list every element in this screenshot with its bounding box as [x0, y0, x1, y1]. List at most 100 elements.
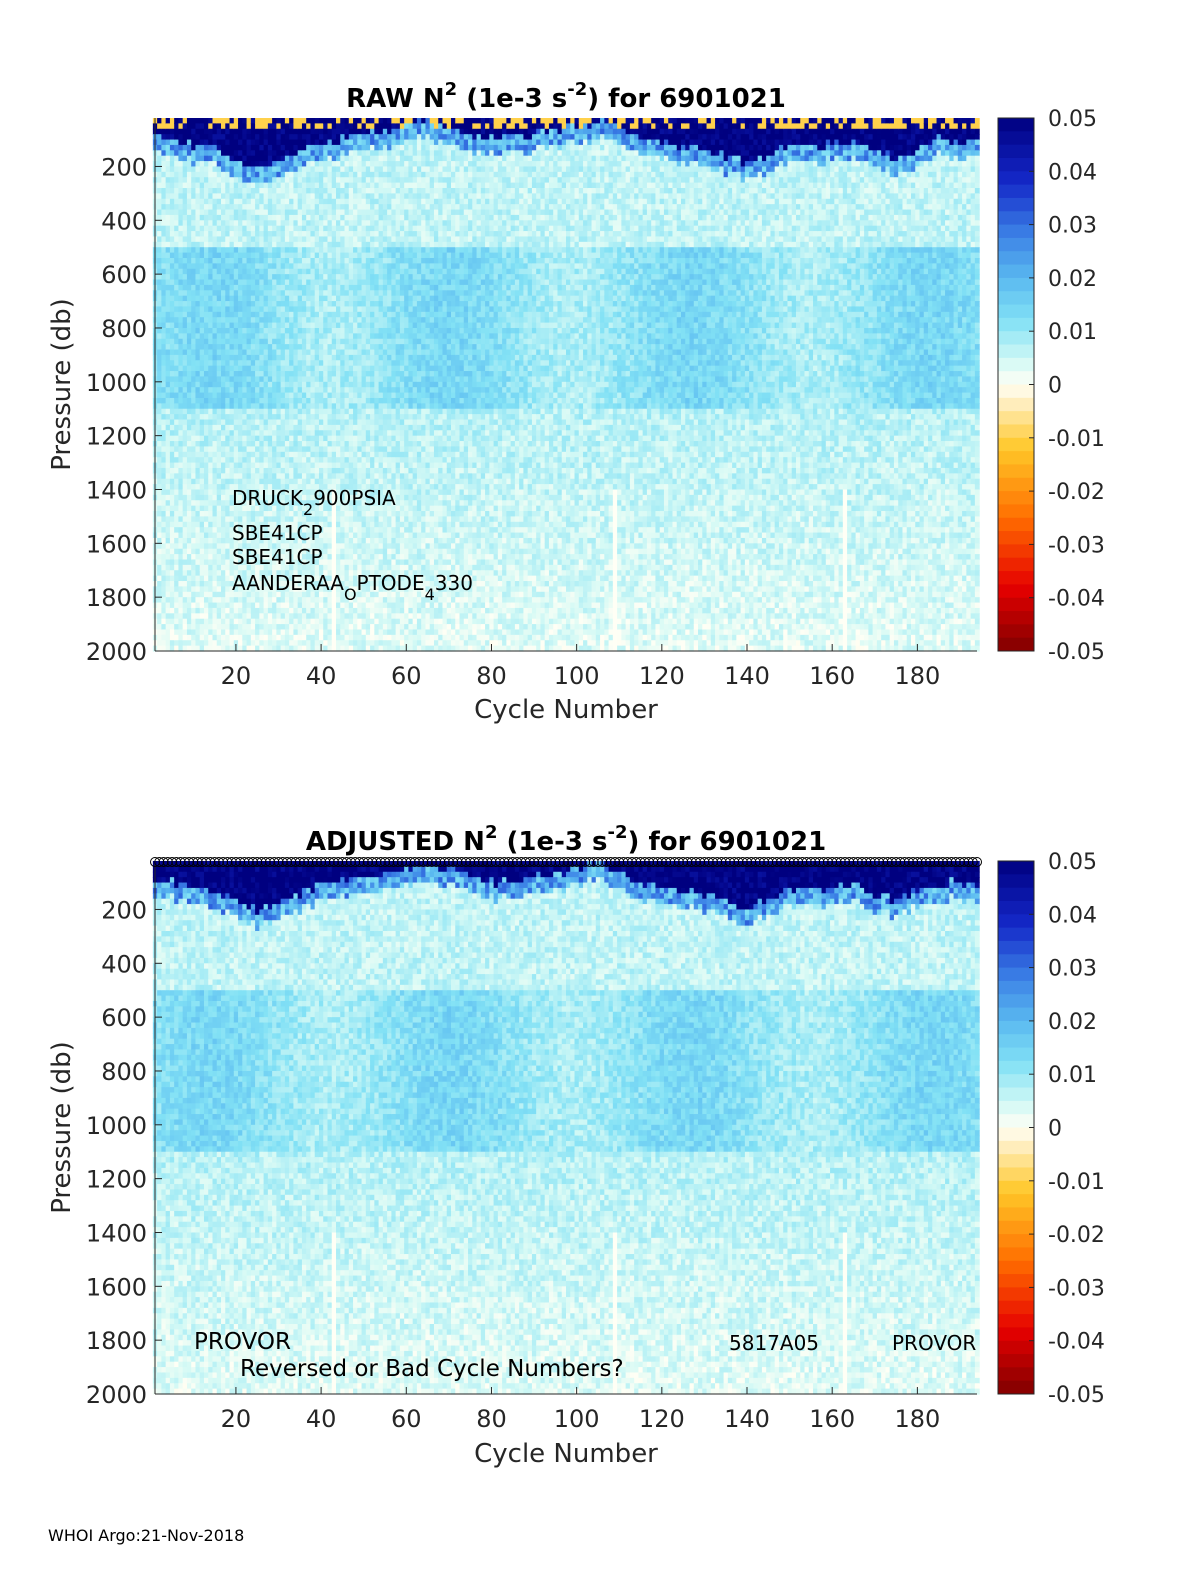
- colorbar-segment: [998, 954, 1034, 968]
- colorbar-segment: [998, 385, 1034, 399]
- colorbar-segment: [998, 345, 1034, 359]
- colorbar-segment: [998, 598, 1034, 612]
- colorbar-segment: [998, 265, 1034, 279]
- colorbar-segment: [998, 1048, 1034, 1062]
- y-tick-label: 1400: [86, 1219, 147, 1247]
- colorbar-segment: [998, 1207, 1034, 1221]
- colorbar-segment: [998, 225, 1034, 239]
- colorbar-segment: [998, 861, 1034, 875]
- y-tick-label: 1800: [86, 584, 147, 612]
- colorbar-segment: [998, 624, 1034, 638]
- colorbar-segment: [998, 888, 1034, 902]
- colorbar-tick-label: -0.04: [1048, 1330, 1105, 1355]
- colorbar-segment: [998, 901, 1034, 915]
- colorbar-segment: [998, 928, 1034, 942]
- colorbar-segment: [998, 424, 1034, 438]
- colorbar-tick-label: -0.03: [1048, 533, 1105, 558]
- chart-title: ADJUSTED N2 (1e-3 s-2) for 6901021: [306, 822, 826, 857]
- y-tick-label: 200: [101, 896, 147, 924]
- colorbar-segment: [998, 211, 1034, 225]
- colorbar-tick-label: 0.02: [1048, 1010, 1097, 1035]
- colorbar-tick-label: 0.05: [1048, 850, 1097, 875]
- x-tick-label: 40: [306, 662, 337, 690]
- y-tick-label: 1600: [86, 530, 147, 558]
- colorbar-tick-label: -0.01: [1048, 1170, 1105, 1195]
- colorbar-segment: [998, 1074, 1034, 1088]
- chart-title: RAW N2 (1e-3 s-2) for 6901021: [346, 79, 786, 114]
- colorbar-segment: [998, 318, 1034, 332]
- y-tick-label: 2000: [86, 1381, 147, 1409]
- colorbar-segment: [998, 1141, 1034, 1155]
- colorbar-segment: [998, 1167, 1034, 1181]
- colorbar-tick-label: 0: [1048, 374, 1062, 399]
- panel-raw: 20 40 60 80 100 120 140 160 18020040060080010001…: [47, 79, 1105, 725]
- colorbar-segment: [998, 171, 1034, 185]
- colorbar-segment: [998, 1114, 1034, 1128]
- colorbar-segment: [998, 1008, 1034, 1022]
- colorbar-segment: [998, 251, 1034, 265]
- colorbar-segment: [998, 504, 1034, 518]
- colorbar-tick-label: 0.03: [1048, 957, 1097, 982]
- colorbar-segment: [998, 398, 1034, 412]
- colorbar-segment: [998, 941, 1034, 955]
- colorbar-segment: [998, 531, 1034, 545]
- colorbar-segment: [998, 1247, 1034, 1261]
- colorbar-segment: [998, 131, 1034, 145]
- y-tick-label: 2000: [86, 638, 147, 666]
- colorbar-segment: [998, 1327, 1034, 1341]
- y-axis-label: Pressure (db): [47, 1041, 77, 1214]
- colorbar-tick-label: -0.04: [1048, 587, 1105, 612]
- colorbar-segment: [998, 1021, 1034, 1035]
- sensor-annotation: SBE41CP: [232, 521, 323, 545]
- colorbar-segment: [998, 478, 1034, 492]
- warning-annotation: Reversed or Bad Cycle Numbers?: [240, 1356, 624, 1382]
- y-tick-label: 1200: [86, 1166, 147, 1194]
- x-tick-label: 120: [639, 1405, 685, 1433]
- colorbar-segment: [998, 358, 1034, 372]
- colorbar-segment: [998, 981, 1034, 995]
- colorbar-segment: [998, 1194, 1034, 1208]
- colorbar-tick-label: -0.01: [1048, 427, 1105, 452]
- colorbar-tick-label: -0.02: [1048, 1223, 1105, 1248]
- colorbar-segment: [998, 305, 1034, 319]
- colorbar-segment: [998, 1034, 1034, 1048]
- colorbar-segment: [998, 611, 1034, 625]
- firmware-annotation: 5817A05: [729, 1331, 819, 1355]
- x-tick-label: 80: [476, 662, 507, 690]
- x-tick-label: 180: [894, 1405, 940, 1433]
- colorbar-segment: [998, 331, 1034, 345]
- colorbar-tick-label: -0.03: [1048, 1276, 1105, 1301]
- colorbar-segment: [998, 291, 1034, 305]
- colorbar-tick-label: 0.02: [1048, 267, 1097, 292]
- colorbar-segment: [998, 1061, 1034, 1075]
- y-tick-label: 1400: [86, 476, 147, 504]
- colorbar-segment: [998, 1314, 1034, 1328]
- x-tick-label: 20: [221, 1405, 252, 1433]
- colorbar-segment: [998, 1341, 1034, 1355]
- colorbar-segment: [998, 994, 1034, 1008]
- colorbar-tick-label: 0.04: [1048, 903, 1097, 928]
- y-tick-label: 400: [101, 950, 147, 978]
- colorbar-segment: [998, 1381, 1034, 1395]
- colorbar-segment: [998, 1101, 1034, 1115]
- panel-adjusted: 20 40 60 80 100 120 140 160 18020040060080010001…: [47, 822, 1105, 1469]
- sensor-annotation: SBE41CP: [232, 545, 323, 569]
- colorbar-segment: [998, 584, 1034, 598]
- y-tick-label: 1000: [86, 1112, 147, 1140]
- footer-label: WHOI Argo:21-Nov-2018: [48, 1526, 244, 1545]
- x-tick-label: 40: [306, 1405, 337, 1433]
- colorbar-segment: [998, 1354, 1034, 1368]
- colorbar-tick-label: 0.01: [1048, 1063, 1097, 1088]
- colorbar-segment: [998, 968, 1034, 982]
- platform-annotation: PROVOR: [892, 1331, 976, 1355]
- x-tick-label: 160: [809, 1405, 855, 1433]
- x-tick-label: 180: [894, 662, 940, 690]
- colorbar-segment: [998, 1367, 1034, 1381]
- colorbar-segment: [998, 914, 1034, 928]
- colorbar-segment: [998, 451, 1034, 465]
- x-tick-label: 100: [554, 662, 600, 690]
- x-axis-label: Cycle Number: [474, 695, 658, 725]
- y-tick-label: 800: [101, 1058, 147, 1086]
- colorbar-segment: [998, 411, 1034, 425]
- y-tick-label: 1000: [86, 369, 147, 397]
